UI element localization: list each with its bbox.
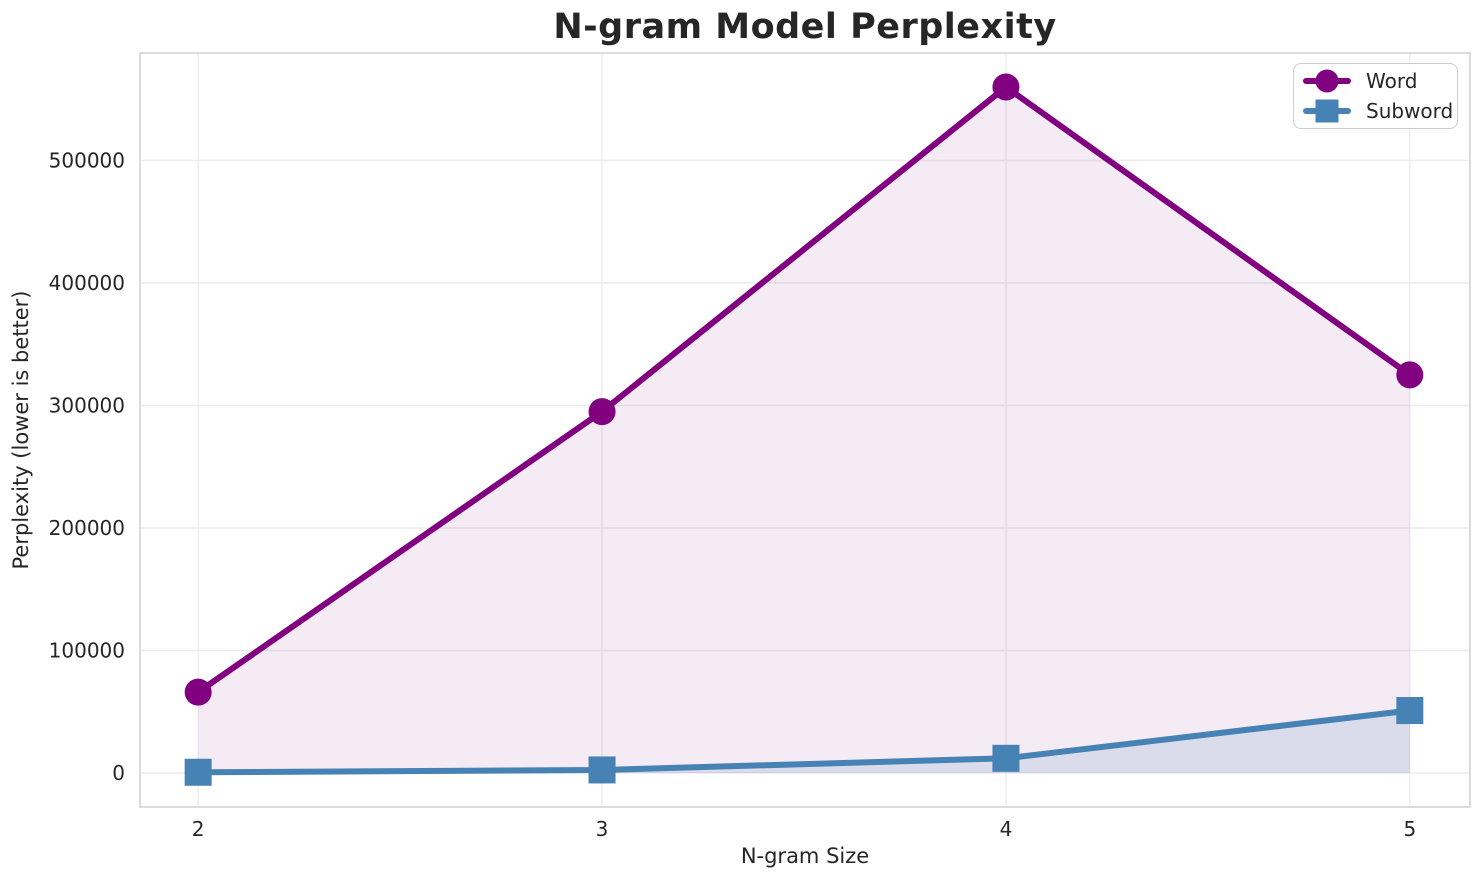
word-marker [992,73,1020,101]
legend: Word Subword [1293,63,1458,129]
x-tick-label: 3 [596,817,609,841]
y-tick-label: 500000 [49,148,125,172]
chart-title: N-gram Model Perplexity [553,7,1057,47]
legend-label-subword: Subword [1366,99,1454,123]
x-axis-label: N-gram Size [740,844,870,868]
word-marker [588,398,616,426]
subword-area-fill [198,710,1410,774]
word-marker [1396,361,1424,389]
y-axis-label: Perplexity (lower is better) [9,290,33,570]
legend-item-subword: Subword [1303,96,1453,126]
axes-border [139,52,1471,808]
word-circle-marker-icon [1315,69,1339,93]
x-tick-label: 5 [1403,817,1416,841]
y-tick-label: 100000 [49,639,125,663]
y-tick-label: 400000 [49,271,125,295]
subword-marker [992,744,1020,772]
word-line [195,83,1413,696]
subword-marker [184,758,212,786]
y-tick-label: 0 [112,761,125,785]
word-area-fill [198,86,1410,774]
subword-marker [1396,697,1424,725]
x-tick-label: 4 [1000,817,1013,841]
legend-item-word: Word [1303,66,1447,96]
x-tick-label: 2 [192,817,205,841]
word-series-icon [1303,66,1351,96]
y-tick-label: 200000 [49,516,125,540]
subword-marker [588,756,616,784]
subword-square-marker-icon [1315,99,1339,123]
y-tick-label: 300000 [49,394,125,418]
subword-series-icon [1303,96,1351,126]
subword-line [195,707,1413,776]
word-marker [184,678,212,706]
legend-label-word: Word [1366,69,1418,93]
